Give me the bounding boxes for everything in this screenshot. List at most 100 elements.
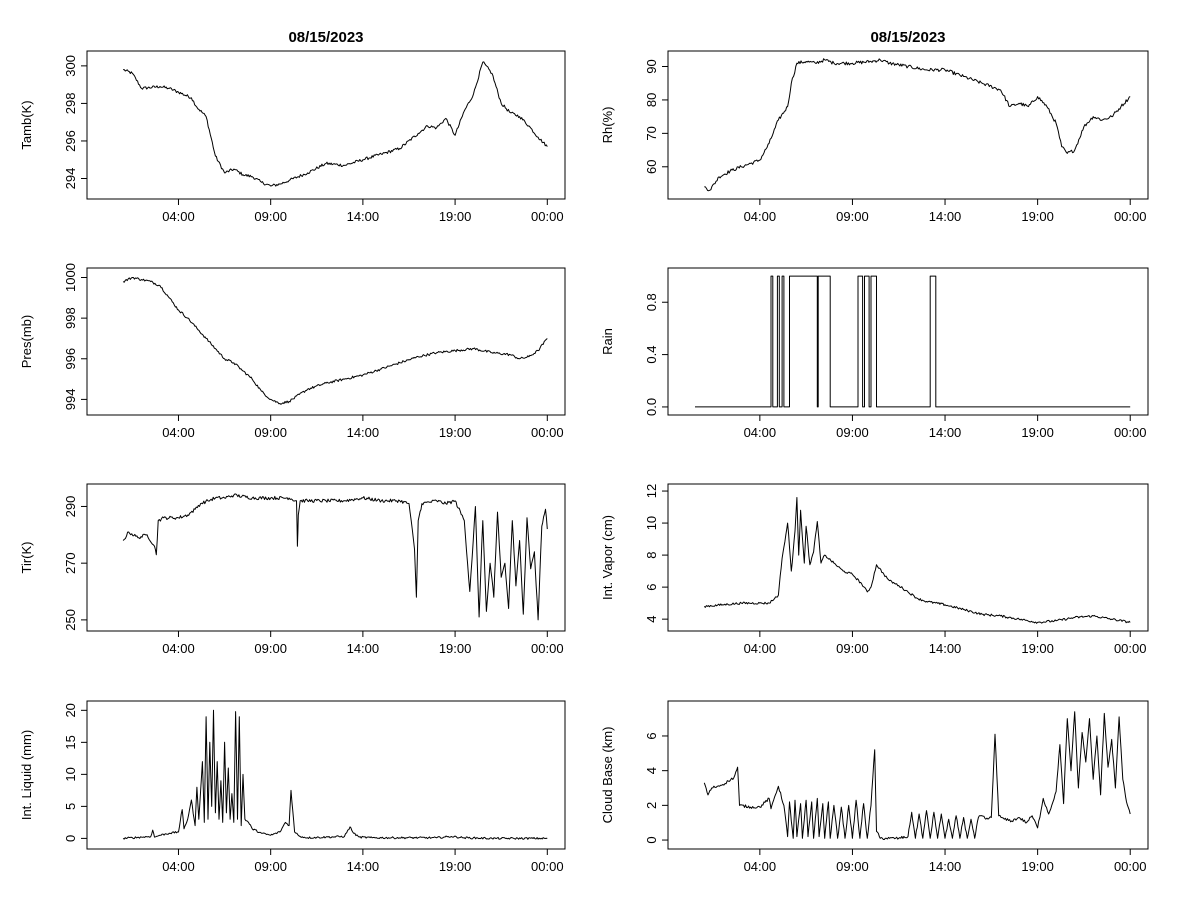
panel-vapor: 04:00 09:00 14:00 19:00 00:00 4 6 8 10 12 Int. Vap… (600, 483, 1149, 656)
rh-plot-frame (667, 50, 1149, 200)
tir-series-line (122, 493, 548, 621)
tir-y-tick-label: 290 (63, 496, 78, 518)
cloudbase-x-tick-label: 04:00 (744, 859, 777, 874)
cloudbase-x-tick-label: 19:00 (1021, 859, 1054, 874)
rain-x-tick-label: 14:00 (929, 425, 962, 440)
tamb-series-line (123, 61, 548, 187)
pres-y-tick-label: 996 (63, 348, 78, 370)
cloudbase-y-tick-label: 2 (644, 802, 659, 809)
liquid-y-tick-label: 10 (63, 767, 78, 781)
pres-x-tick-label: 19:00 (439, 425, 472, 440)
liquid-series-line (122, 709, 548, 840)
pres-y-axis-label: Pres(mb) (19, 315, 34, 368)
tamb-plot-frame (86, 50, 566, 200)
liquid-plot-frame (86, 700, 566, 850)
pres-y-tick-label: 998 (63, 307, 78, 329)
panel-rain: 04:00 09:00 14:00 19:00 00:00 0.0 0.4 0.8 Rain (600, 267, 1149, 440)
liquid-x-tick-label: 09:00 (254, 859, 287, 874)
vapor-y-tick-label: 10 (644, 516, 659, 530)
liquid-x-tick-label: 14:00 (347, 859, 380, 874)
rain-y-axis-label: Rain (600, 328, 615, 355)
rain-plot-frame (667, 267, 1149, 416)
cloudbase-plot-frame (667, 700, 1149, 850)
rain-x-tick-label: 19:00 (1021, 425, 1054, 440)
tir-x-tick-label: 00:00 (531, 641, 564, 656)
cloudbase-y-tick-label: 0 (644, 836, 659, 843)
rh-series-line (704, 58, 1131, 192)
vapor-x-tick-label: 09:00 (836, 641, 869, 656)
rh-x-tick-label: 09:00 (836, 209, 869, 224)
liquid-y-tick-label: 20 (63, 703, 78, 717)
tamb-x-tick-label: 14:00 (347, 209, 380, 224)
tamb-y-tick-label: 298 (63, 93, 78, 115)
liquid-y-tick-label: 0 (63, 835, 78, 842)
rain-y-tick-label: 0.8 (644, 293, 659, 311)
liquid-x-tick-label: 04:00 (162, 859, 195, 874)
vapor-y-tick-label: 8 (644, 551, 659, 558)
rh-y-tick-label: 90 (644, 59, 659, 73)
cloudbase-y-tick-label: 4 (644, 767, 659, 774)
liquid-y-axis-label: Int. Liquid (mm) (19, 730, 34, 820)
pres-x-tick-label: 14:00 (347, 425, 380, 440)
pres-x-tick-label: 09:00 (254, 425, 287, 440)
pres-x-tick-label: 04:00 (162, 425, 195, 440)
tamb-x-tick-label: 04:00 (162, 209, 195, 224)
rh-y-tick-label: 80 (644, 93, 659, 107)
rain-x-tick-label: 09:00 (836, 425, 869, 440)
vapor-series-line (703, 497, 1131, 624)
pres-series-line (122, 277, 548, 405)
rh-y-axis-label: Rh(%) (600, 107, 615, 144)
tamb-y-axis-label: Tamb(K) (19, 100, 34, 149)
tir-x-tick-label: 04:00 (162, 641, 195, 656)
vapor-y-tick-label: 12 (644, 484, 659, 498)
rain-y-tick-label: 0.4 (644, 346, 659, 364)
rain-y-tick-label: 0.0 (644, 398, 659, 416)
tir-plot-frame (86, 483, 566, 632)
cloudbase-x-tick-label: 09:00 (836, 859, 869, 874)
tamb-x-tick-label: 19:00 (439, 209, 472, 224)
liquid-x-tick-label: 00:00 (531, 859, 564, 874)
tir-x-tick-label: 09:00 (254, 641, 287, 656)
liquid-y-tick-label: 5 (63, 803, 78, 810)
cloudbase-y-axis-label: Cloud Base (km) (600, 727, 615, 824)
liquid-y-tick-label: 15 (63, 735, 78, 749)
panel-tir: 04:00 09:00 14:00 19:00 00:00 250 270 290 Tir(K) (19, 483, 566, 656)
panel-pres: 04:00 09:00 14:00 19:00 00:00 994 996 998 1000 Pr… (19, 263, 566, 440)
cloudbase-x-tick-label: 00:00 (1114, 859, 1147, 874)
tamb-y-tick-label: 300 (63, 55, 78, 77)
rh-y-tick-label: 60 (644, 160, 659, 174)
rh-y-tick-label: 70 (644, 126, 659, 140)
tamb-x-tick-label: 09:00 (254, 209, 287, 224)
panel-rh: 08/15/2023 04:00 09:00 14:00 19:00 00:00 60 70 8… (600, 29, 1149, 224)
panel-liquid: 04:00 09:00 14:00 19:00 00:00 0 5 10 15 20 Int. Li… (19, 700, 566, 874)
rh-title: 08/15/2023 (870, 29, 945, 46)
vapor-x-tick-label: 19:00 (1021, 641, 1054, 656)
tamb-y-tick-label: 294 (63, 168, 78, 190)
rh-x-tick-label: 14:00 (929, 209, 962, 224)
pres-y-tick-label: 994 (63, 389, 78, 411)
rain-series-line (695, 275, 1131, 408)
vapor-x-tick-label: 14:00 (929, 641, 962, 656)
tir-x-tick-label: 19:00 (439, 641, 472, 656)
vapor-plot-frame (667, 483, 1149, 632)
pres-x-tick-label: 00:00 (531, 425, 564, 440)
rh-x-tick-label: 04:00 (744, 209, 777, 224)
tir-x-tick-label: 14:00 (347, 641, 380, 656)
panel-cloudbase: 04:00 09:00 14:00 19:00 00:00 0 2 4 6 Cloud Base … (600, 700, 1149, 874)
rh-x-tick-label: 19:00 (1021, 209, 1054, 224)
vapor-y-axis-label: Int. Vapor (cm) (600, 515, 615, 600)
liquid-x-tick-label: 19:00 (439, 859, 472, 874)
tamb-x-tick-label: 00:00 (531, 209, 564, 224)
panel-tamb: 08/15/2023 04:00 09:00 14:00 19:00 00:00 294 29… (19, 29, 566, 224)
rain-x-tick-label: 00:00 (1114, 425, 1147, 440)
pres-y-tick-label: 1000 (63, 263, 78, 292)
tir-y-tick-label: 250 (63, 609, 78, 631)
cloudbase-x-tick-label: 14:00 (929, 859, 962, 874)
tir-y-tick-label: 270 (63, 552, 78, 574)
cloudbase-y-tick-label: 6 (644, 732, 659, 739)
tir-y-axis-label: Tir(K) (19, 541, 34, 573)
vapor-y-tick-label: 6 (644, 584, 659, 591)
vapor-x-tick-label: 00:00 (1114, 641, 1147, 656)
tamb-title: 08/15/2023 (288, 29, 363, 46)
